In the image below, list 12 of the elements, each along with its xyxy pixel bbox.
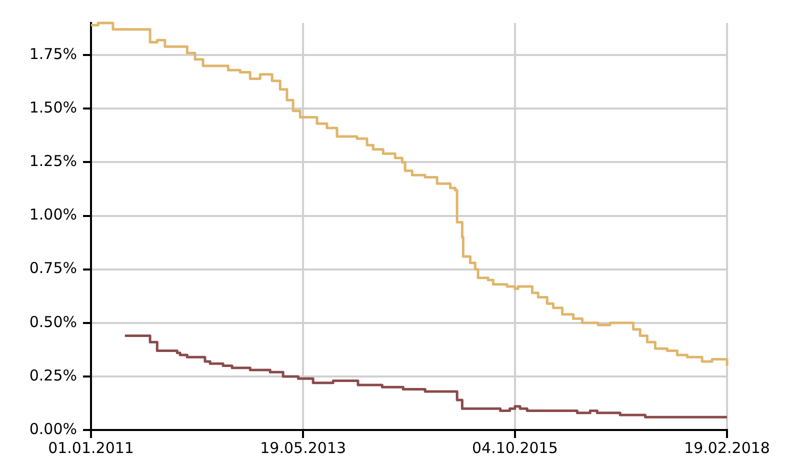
y-tick-label: 1.00% [29,206,77,224]
y-tick-label: 0.00% [29,420,77,438]
y-tick-label: 0.50% [29,312,77,331]
x-tick-label: 01.01.2011 [48,438,134,457]
x-tick-label: 19.05.2013 [260,438,346,457]
y-tick-label: 0.75% [29,259,77,278]
x-tick-label: 19.02.2018 [684,438,770,457]
y-tick-label: 1.75% [29,45,77,64]
y-tick-label: 0.25% [29,366,77,384]
x-tick-label: 04.10.2015 [472,438,558,457]
y-tick-label: 1.25% [29,152,77,170]
y-tick-label: 1.50% [29,98,77,117]
